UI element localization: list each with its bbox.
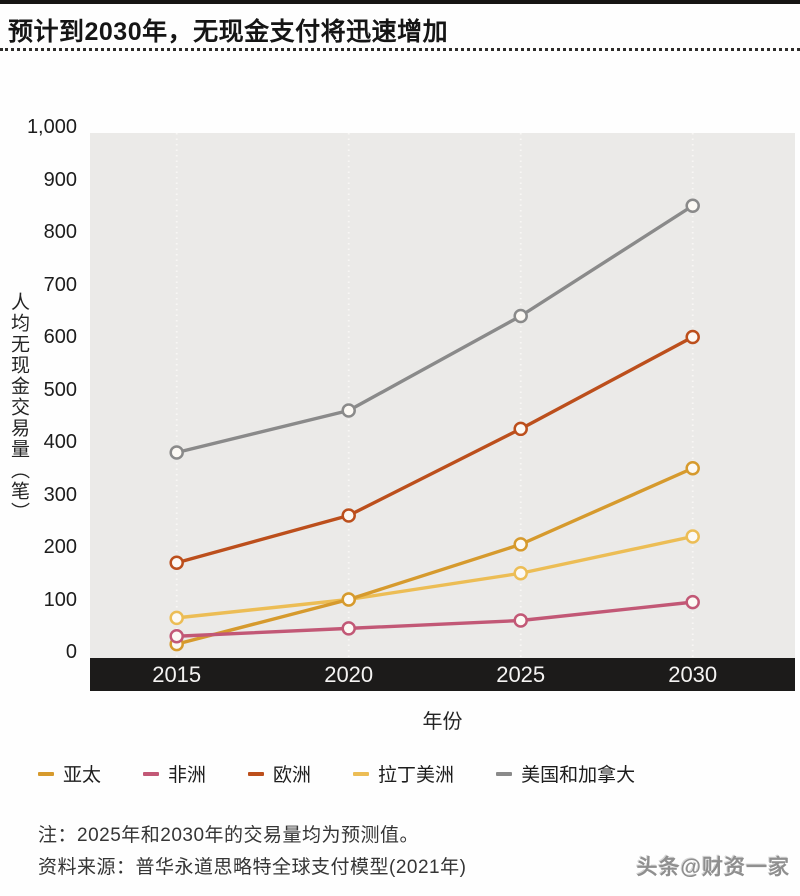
x-tick-label-2020: 2020 <box>324 662 374 687</box>
legend-item-拉丁美洲: 拉丁美洲 <box>353 760 454 787</box>
y-tick-label: 700 <box>43 273 77 296</box>
y-tick-label: 600 <box>43 326 77 348</box>
chart-note: 注：2025年和2030年的交易量均为预测值。 <box>38 825 420 846</box>
y-axis-label: 人均无现金交易量（笔） <box>8 292 29 523</box>
legend-item-美国和加拿大: 美国和加拿大 <box>496 760 635 787</box>
data-point-美国和加拿大-2030 <box>685 198 700 213</box>
x-tick-label-2025: 2025 <box>496 662 546 687</box>
top-black-rule <box>0 0 800 4</box>
legend-swatch-icon <box>38 771 54 776</box>
y-tick-label: 0 <box>65 641 77 663</box>
x-tick-label-2015: 2015 <box>152 662 202 687</box>
y-tick-label: 900 <box>43 168 77 191</box>
data-point-非洲-2025 <box>513 613 528 628</box>
legend-swatch-icon <box>143 771 160 776</box>
data-point-美国和加拿大-2015 <box>169 445 184 460</box>
legend-swatch-icon <box>496 771 513 776</box>
chart-source: 资料来源：普华永道思略特全球支付模型(2021年) <box>38 857 467 878</box>
legend-label: 美国和加拿大 <box>521 765 636 786</box>
legend-swatch-icon <box>353 771 370 776</box>
legend-label: 亚太 <box>63 765 102 786</box>
series-line-欧洲 <box>174 335 695 565</box>
legend-label: 欧洲 <box>273 765 312 786</box>
data-point-欧洲-2020 <box>341 508 356 523</box>
legend-swatch-icon <box>248 771 265 776</box>
legend-label: 非洲 <box>168 765 207 786</box>
x-axis-label: 年份 <box>422 711 463 733</box>
data-point-亚太-2020 <box>341 592 356 607</box>
series-line-非洲 <box>174 600 695 638</box>
y-tick-label: 800 <box>43 221 77 243</box>
y-tick-label: 300 <box>43 483 77 506</box>
data-point-非洲-2030 <box>685 594 700 610</box>
series-line-拉丁美洲 <box>174 534 695 620</box>
data-point-拉丁美洲-2030 <box>685 529 700 544</box>
y-tick-label: 200 <box>43 536 77 558</box>
legend-item-非洲: 非洲 <box>143 760 206 787</box>
data-point-欧洲-2015 <box>169 555 184 570</box>
data-point-欧洲-2025 <box>513 421 528 437</box>
data-point-非洲-2015 <box>169 629 184 644</box>
legend-label: 拉丁美洲 <box>378 765 455 786</box>
legend-item-亚太: 亚太 <box>38 760 101 787</box>
x-axis-band: 2015 2020 2025 2030 <box>90 658 795 691</box>
data-point-亚太-2030 <box>685 461 700 476</box>
data-point-拉丁美洲-2015 <box>169 610 184 626</box>
y-tick-label: 500 <box>43 378 77 401</box>
dotted-divider <box>0 48 800 51</box>
chart-legend: 亚太 非洲 欧洲 拉丁美洲 美国和加拿大 <box>38 760 778 787</box>
data-point-非洲-2020 <box>341 621 356 636</box>
data-point-美国和加拿大-2020 <box>341 403 356 418</box>
data-point-拉丁美洲-2025 <box>513 566 528 581</box>
y-tick-label: 400 <box>43 431 77 453</box>
data-point-亚太-2025 <box>513 537 528 552</box>
data-point-美国和加拿大-2025 <box>513 308 528 324</box>
legend-item-欧洲: 欧洲 <box>248 760 311 787</box>
chart-title: 预计到2030年，无现金支付将迅速增加 <box>8 18 449 46</box>
series-line-亚太 <box>174 466 695 646</box>
x-tick-label-2030: 2030 <box>668 662 718 687</box>
series-line-美国和加拿大 <box>174 204 695 455</box>
y-tick-label: 1,000 <box>26 116 77 138</box>
line-chart-canvas <box>169 133 700 658</box>
publisher-watermark: 头条@财资一家 <box>636 856 790 879</box>
plot-area <box>90 133 795 658</box>
data-point-欧洲-2030 <box>685 329 700 345</box>
y-tick-label: 100 <box>43 588 77 611</box>
